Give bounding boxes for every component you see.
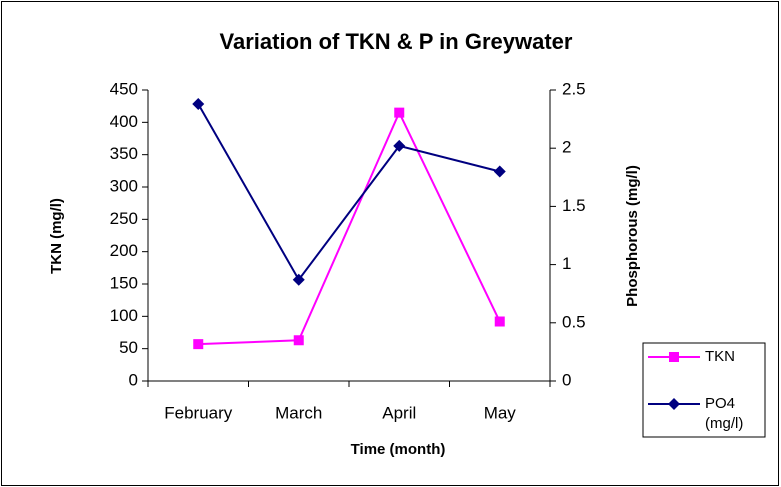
y-axis-label: TKN (mg/l): [48, 198, 65, 274]
y2-tick-label: 2: [562, 138, 571, 157]
y-tick-label: 150: [110, 273, 138, 292]
y2-axis-label: Phosphorous (mg/l): [624, 165, 641, 307]
legend-label: PO4 (mg/l): [705, 395, 743, 432]
y-tick-label: 0: [129, 370, 138, 389]
data-point: [193, 339, 204, 350]
legend-box: [642, 342, 766, 438]
data-point: [192, 97, 205, 110]
series-line: [198, 110, 501, 346]
data-point: [493, 165, 506, 178]
x-tick-label: May: [484, 403, 517, 422]
y-tick-label: 350: [110, 144, 138, 163]
data-point: [292, 273, 305, 286]
y2-tick-label: 0.5: [562, 312, 586, 331]
legend-label: TKN: [705, 348, 735, 365]
series-line: [197, 103, 500, 282]
y2-tick-label: 1: [562, 254, 571, 273]
data-point: [293, 335, 304, 346]
x-tick-label: March: [275, 403, 322, 422]
chart-title: Variation of TKN & P in Greywater: [220, 29, 573, 54]
legend-marker: [668, 398, 680, 410]
y2-tick-label: 0: [562, 370, 571, 389]
legend-marker: [669, 352, 679, 362]
y-tick-label: 300: [110, 176, 138, 195]
y2-tick-label: 1.5: [562, 196, 586, 215]
x-tick-label: April: [382, 403, 416, 422]
y-tick-label: 100: [110, 306, 138, 325]
data-point: [393, 139, 406, 152]
data-point: [394, 107, 405, 118]
data-point: [494, 316, 505, 327]
y-tick-label: 450: [110, 79, 138, 98]
y-tick-label: 200: [110, 241, 138, 260]
x-axis-label: Time (month): [351, 441, 446, 458]
y-tick-label: 400: [110, 112, 138, 131]
y2-tick-label: 2.5: [562, 79, 586, 98]
y-tick-label: 250: [110, 209, 138, 228]
y-tick-label: 50: [119, 338, 138, 357]
x-tick-label: February: [164, 403, 233, 422]
